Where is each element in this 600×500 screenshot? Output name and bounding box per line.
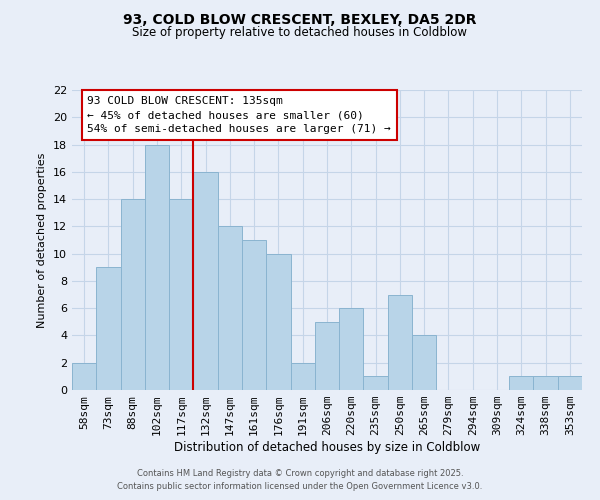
Text: Contains public sector information licensed under the Open Government Licence v3: Contains public sector information licen… (118, 482, 482, 491)
Bar (509, 376, 533, 390)
Bar (72, 362, 96, 390)
Bar (315, 322, 339, 390)
Bar (290, 362, 315, 390)
Text: 93 COLD BLOW CRESCENT: 135sqm
← 45% of detached houses are smaller (60)
54% of s: 93 COLD BLOW CRESCENT: 135sqm ← 45% of d… (88, 96, 391, 134)
Text: Size of property relative to detached houses in Coldblow: Size of property relative to detached ho… (133, 26, 467, 39)
Text: 93, COLD BLOW CRESCENT, BEXLEY, DA5 2DR: 93, COLD BLOW CRESCENT, BEXLEY, DA5 2DR (123, 12, 477, 26)
Text: Contains HM Land Registry data © Crown copyright and database right 2025.: Contains HM Land Registry data © Crown c… (137, 468, 463, 477)
X-axis label: Distribution of detached houses by size in Coldblow: Distribution of detached houses by size … (174, 441, 480, 454)
Bar (145, 144, 169, 390)
Bar (218, 226, 242, 390)
Bar (558, 376, 582, 390)
Bar (242, 240, 266, 390)
Bar (533, 376, 558, 390)
Bar (266, 254, 290, 390)
Bar (364, 376, 388, 390)
Bar (339, 308, 364, 390)
Y-axis label: Number of detached properties: Number of detached properties (37, 152, 47, 328)
Bar (96, 268, 121, 390)
Bar (193, 172, 218, 390)
Bar (169, 199, 193, 390)
Bar (412, 336, 436, 390)
Bar (121, 199, 145, 390)
Bar (388, 294, 412, 390)
